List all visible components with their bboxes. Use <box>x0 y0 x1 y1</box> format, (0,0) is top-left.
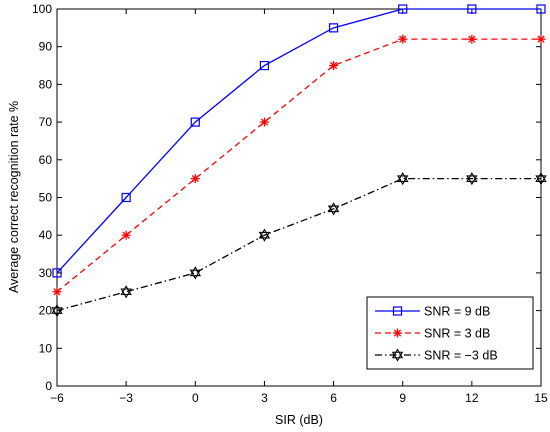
y-tick-label: 10 <box>39 341 53 355</box>
series-2-point <box>467 34 477 44</box>
series-2-point <box>121 230 131 240</box>
x-tick-label: 9 <box>399 391 406 405</box>
series-3-point <box>535 172 547 186</box>
y-tick-label: 70 <box>39 115 53 129</box>
y-tick-label: 100 <box>32 2 52 16</box>
series-markers <box>51 4 547 318</box>
y-tick-label: 50 <box>39 191 53 205</box>
x-tick-label: −3 <box>119 391 133 405</box>
series-line-3 <box>56 177 541 312</box>
x-tick-label: 3 <box>261 391 268 405</box>
series-1-point <box>52 268 62 278</box>
series-1-point <box>467 4 477 14</box>
legend-marker-2 <box>393 328 402 338</box>
x-tick-label: 6 <box>330 391 337 405</box>
y-tick-label: 40 <box>39 228 53 242</box>
y-tick-label: 0 <box>45 379 52 393</box>
series-2-point <box>398 34 408 44</box>
series-1-point <box>328 23 339 33</box>
series-3-point <box>466 172 478 186</box>
series-lines <box>56 8 541 312</box>
legend-label-2: SNR = 3 dB <box>424 327 490 341</box>
x-tick-label: 0 <box>192 391 199 405</box>
series-2-point <box>259 117 269 127</box>
y-tick-label: 30 <box>39 266 53 280</box>
y-tick-label: 60 <box>39 153 53 167</box>
legend-marker-1 <box>392 306 403 316</box>
y-tick-label: 90 <box>39 40 53 54</box>
series-3-point <box>120 285 132 299</box>
series-2-point <box>329 61 339 71</box>
series-3-point <box>396 172 409 186</box>
legend-label-3: SNR = −3 dB <box>424 349 498 363</box>
series-1-point <box>121 192 131 203</box>
series-2-point <box>190 174 200 184</box>
series-1-point <box>190 117 200 127</box>
series-line-2 <box>56 38 541 293</box>
series-3-point <box>189 266 202 280</box>
y-tick-label: 80 <box>39 77 53 91</box>
x-tick-label: −6 <box>50 391 64 405</box>
legend: SNR = 9 dB SNR = 3 dB SNR = −3 dB <box>366 296 534 370</box>
series-1-point <box>259 60 270 71</box>
legend-marker-3 <box>391 348 404 362</box>
series-2-point <box>52 287 62 297</box>
series-3-point <box>327 202 340 216</box>
series-2-point <box>536 34 546 44</box>
y-tick-label: 20 <box>39 304 53 318</box>
x-tick-label: 15 <box>534 391 548 405</box>
series-1-point <box>398 4 408 14</box>
legend-label-1: SNR = 9 dB <box>424 305 490 319</box>
x-tick-label: 12 <box>465 391 479 405</box>
series-3-point <box>258 228 271 242</box>
x-axis-title: SIR (dB) <box>275 413 323 427</box>
series-3-point <box>51 303 63 318</box>
series-line-1 <box>56 8 541 274</box>
y-axis-title: Average correct recognition rate % <box>7 101 21 293</box>
series-1-point <box>536 4 546 14</box>
